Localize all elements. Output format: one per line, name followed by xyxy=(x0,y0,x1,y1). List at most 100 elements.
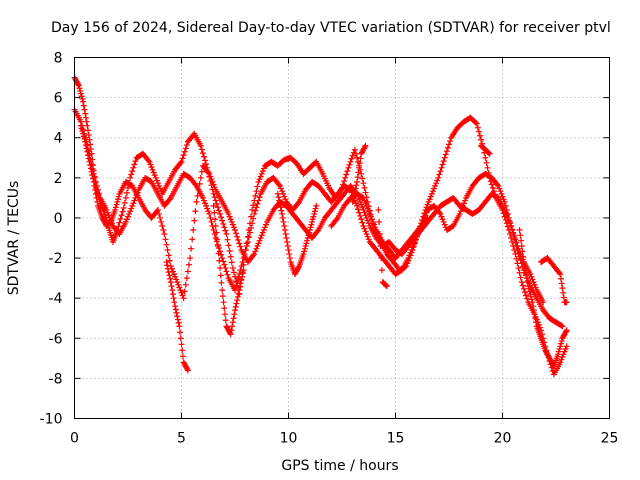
data-point xyxy=(205,169,212,176)
data-point xyxy=(562,328,569,335)
data-point xyxy=(164,262,171,269)
data-point xyxy=(112,206,119,213)
data-point xyxy=(274,190,281,197)
data-point xyxy=(235,237,242,244)
data-point xyxy=(429,188,436,195)
data-point xyxy=(302,243,309,250)
data-point xyxy=(428,190,435,197)
data-point xyxy=(195,186,202,193)
data-point xyxy=(92,190,99,197)
data-point xyxy=(485,150,492,157)
data-point xyxy=(131,161,138,168)
data-point xyxy=(227,216,234,223)
data-point xyxy=(360,222,367,229)
data-point xyxy=(446,141,452,148)
data-point xyxy=(175,319,182,326)
data-point xyxy=(233,300,240,307)
data-point xyxy=(210,202,217,209)
data-point xyxy=(180,152,187,159)
data-point xyxy=(222,317,229,324)
data-point xyxy=(504,214,511,221)
x-tick-label: 20 xyxy=(494,431,512,447)
data-point xyxy=(128,205,135,212)
data-point xyxy=(424,214,431,221)
data-point xyxy=(183,275,190,282)
data-point xyxy=(367,213,374,220)
data-point xyxy=(518,279,525,286)
data-point xyxy=(203,202,210,209)
data-point xyxy=(365,208,372,215)
data-point xyxy=(364,233,371,240)
data-point xyxy=(80,98,87,105)
data-point xyxy=(178,158,185,165)
data-point xyxy=(94,198,101,205)
data-point xyxy=(84,122,91,129)
data-point xyxy=(172,273,179,280)
data-point xyxy=(233,230,240,237)
data-point xyxy=(477,132,484,139)
data-point xyxy=(180,295,187,302)
data-point xyxy=(83,118,90,125)
data-point xyxy=(365,220,372,227)
data-point xyxy=(212,222,219,229)
data-point xyxy=(284,243,291,250)
data-point xyxy=(198,146,205,153)
data-point xyxy=(358,170,365,177)
data-point xyxy=(478,136,485,143)
data-point xyxy=(167,279,174,286)
data-point xyxy=(563,343,570,350)
data-point xyxy=(359,219,366,226)
data-point xyxy=(166,272,173,279)
data-point xyxy=(256,237,263,244)
data-point xyxy=(232,303,239,310)
data-point xyxy=(210,181,217,188)
data-point xyxy=(196,180,203,187)
data-point xyxy=(182,281,189,288)
data-point xyxy=(182,145,189,152)
data-point xyxy=(229,323,236,330)
data-point xyxy=(117,215,124,222)
data-point xyxy=(515,245,522,252)
data-point xyxy=(239,273,246,280)
data-point xyxy=(103,206,110,213)
data-point xyxy=(121,199,128,206)
data-point xyxy=(154,180,161,187)
data-point xyxy=(173,276,180,283)
data-point xyxy=(356,160,363,167)
data-point xyxy=(277,204,284,211)
data-point xyxy=(516,226,523,233)
data-point xyxy=(219,287,226,294)
data-point xyxy=(408,247,415,254)
data-point xyxy=(530,307,537,314)
data-point xyxy=(437,210,444,217)
data-point xyxy=(513,255,520,262)
data-point xyxy=(239,259,246,266)
data-point xyxy=(197,174,204,181)
data-point xyxy=(563,327,570,334)
data-point xyxy=(354,174,361,181)
data-point xyxy=(86,136,93,143)
y-tick-label: 0 xyxy=(54,211,63,227)
data-point xyxy=(343,171,350,178)
data-point xyxy=(187,255,194,262)
data-point xyxy=(232,307,238,314)
data-point xyxy=(503,212,510,219)
data-point xyxy=(278,207,285,214)
data-point xyxy=(558,356,565,363)
data-point xyxy=(199,150,206,157)
data-point xyxy=(202,157,209,164)
data-point xyxy=(224,271,231,278)
data-point xyxy=(525,283,532,290)
data-point xyxy=(525,285,532,292)
data-point xyxy=(249,220,256,227)
data-point xyxy=(383,283,390,290)
data-point xyxy=(353,182,360,189)
data-point xyxy=(494,181,501,188)
data-point xyxy=(355,206,362,213)
data-point xyxy=(353,154,360,161)
data-point xyxy=(85,127,92,134)
data-point xyxy=(361,209,368,216)
data-point xyxy=(555,351,562,358)
data-point xyxy=(230,315,237,322)
